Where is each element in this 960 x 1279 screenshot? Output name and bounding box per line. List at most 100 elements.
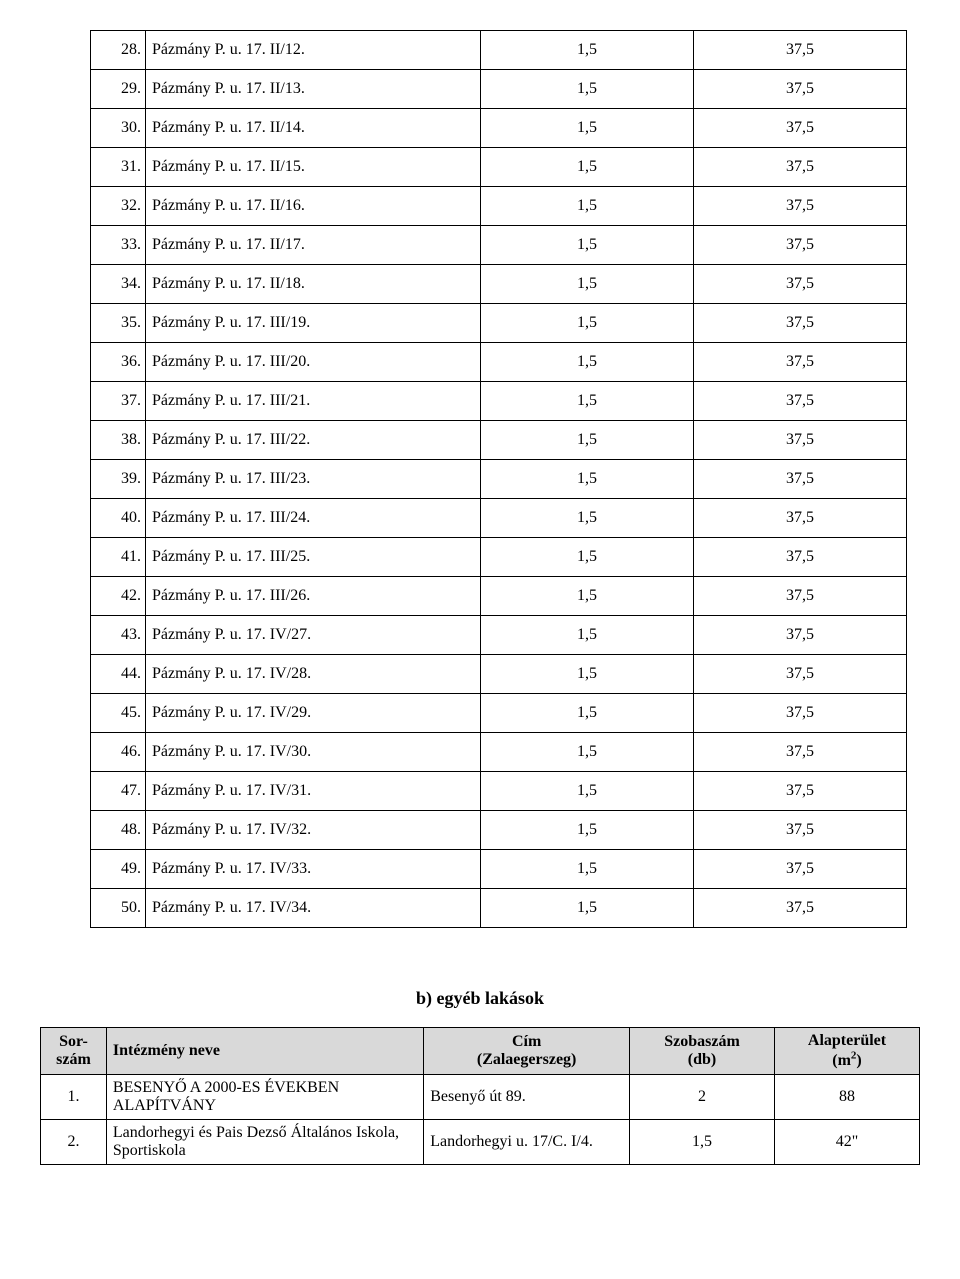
table-row: 43.Pázmány P. u. 17. IV/27.1,537,5 [91, 616, 907, 655]
table-row: 45.Pázmány P. u. 17. IV/29.1,537,5 [91, 694, 907, 733]
table-row: 46.Pázmány P. u. 17. IV/30.1,537,5 [91, 733, 907, 772]
row-value-2: 37,5 [694, 109, 907, 148]
header-szob-line2: (db) [688, 1051, 716, 1068]
row-value-2: 37,5 [694, 889, 907, 928]
table-row: 31.Pázmány P. u. 17. II/15.1,537,5 [91, 148, 907, 187]
row-value-2: 37,5 [694, 850, 907, 889]
table-row: 30.Pázmány P. u. 17. II/14.1,537,5 [91, 109, 907, 148]
row-value-1: 1,5 [481, 655, 694, 694]
row-alapterulet: 42" [774, 1120, 919, 1165]
row-number: 38. [91, 421, 146, 460]
row-value-2: 37,5 [694, 499, 907, 538]
row-cim: Landorhegyi u. 17/C. I/4. [424, 1120, 630, 1165]
row-value-2: 37,5 [694, 733, 907, 772]
row-sorszam: 2. [41, 1120, 107, 1165]
table-row: 44.Pázmány P. u. 17. IV/28.1,537,5 [91, 655, 907, 694]
row-value-2: 37,5 [694, 31, 907, 70]
table-row: 32.Pázmány P. u. 17. II/16.1,537,5 [91, 187, 907, 226]
row-number: 42. [91, 577, 146, 616]
row-address: Pázmány P. u. 17. IV/33. [146, 850, 481, 889]
row-number: 46. [91, 733, 146, 772]
institution-table: Sor- szám Intézmény neve Cím (Zalaegersz… [40, 1027, 920, 1165]
table-row: 37.Pázmány P. u. 17. III/21.1,537,5 [91, 382, 907, 421]
row-address: Pázmány P. u. 17. IV/34. [146, 889, 481, 928]
row-alapterulet: 88 [774, 1075, 919, 1120]
row-address: Pázmány P. u. 17. II/12. [146, 31, 481, 70]
row-address: Pázmány P. u. 17. II/16. [146, 187, 481, 226]
row-address: Pázmány P. u. 17. III/22. [146, 421, 481, 460]
table-row: 34.Pázmány P. u. 17. II/18.1,537,5 [91, 265, 907, 304]
header-cim: Cím (Zalaegerszeg) [424, 1028, 630, 1075]
row-address: Pázmány P. u. 17. III/25. [146, 538, 481, 577]
row-value-1: 1,5 [481, 694, 694, 733]
row-intezmeny: BESENYŐ A 2000-ES ÉVEKBEN ALAPÍTVÁNY [106, 1075, 423, 1120]
row-value-2: 37,5 [694, 460, 907, 499]
row-number: 47. [91, 772, 146, 811]
row-number: 30. [91, 109, 146, 148]
table-row: 2.Landorhegyi és Pais Dezső Általános Is… [41, 1120, 920, 1165]
row-value-2: 37,5 [694, 655, 907, 694]
row-value-1: 1,5 [481, 850, 694, 889]
row-value-1: 1,5 [481, 304, 694, 343]
row-value-2: 37,5 [694, 577, 907, 616]
row-number: 44. [91, 655, 146, 694]
row-szobaszam: 1,5 [630, 1120, 775, 1165]
row-address: Pázmány P. u. 17. IV/31. [146, 772, 481, 811]
row-value-1: 1,5 [481, 343, 694, 382]
row-value-1: 1,5 [481, 382, 694, 421]
row-value-1: 1,5 [481, 148, 694, 187]
header-cim-line1: Cím [512, 1033, 541, 1050]
row-number: 43. [91, 616, 146, 655]
row-value-2: 37,5 [694, 343, 907, 382]
row-value-1: 1,5 [481, 226, 694, 265]
table-row: 50.Pázmány P. u. 17. IV/34.1,537,5 [91, 889, 907, 928]
row-number: 41. [91, 538, 146, 577]
row-address: Pázmány P. u. 17. II/18. [146, 265, 481, 304]
row-value-2: 37,5 [694, 382, 907, 421]
row-value-1: 1,5 [481, 109, 694, 148]
row-sorszam: 1. [41, 1075, 107, 1120]
table-row: 47.Pázmány P. u. 17. IV/31.1,537,5 [91, 772, 907, 811]
row-address: Pázmány P. u. 17. III/21. [146, 382, 481, 421]
row-value-2: 37,5 [694, 616, 907, 655]
row-address: Pázmány P. u. 17. III/23. [146, 460, 481, 499]
table-row: 48.Pázmány P. u. 17. IV/32.1,537,5 [91, 811, 907, 850]
row-value-2: 37,5 [694, 226, 907, 265]
table-row: 33.Pázmány P. u. 17. II/17.1,537,5 [91, 226, 907, 265]
row-value-1: 1,5 [481, 31, 694, 70]
row-number: 34. [91, 265, 146, 304]
row-number: 29. [91, 70, 146, 109]
row-number: 31. [91, 148, 146, 187]
row-address: Pázmány P. u. 17. II/14. [146, 109, 481, 148]
row-address: Pázmány P. u. 17. IV/30. [146, 733, 481, 772]
address-table: 28.Pázmány P. u. 17. II/12.1,537,529.Páz… [90, 30, 907, 928]
header-intezmeny: Intézmény neve [106, 1028, 423, 1075]
row-value-2: 37,5 [694, 265, 907, 304]
row-address: Pázmány P. u. 17. III/24. [146, 499, 481, 538]
row-value-2: 37,5 [694, 421, 907, 460]
row-value-1: 1,5 [481, 70, 694, 109]
row-value-2: 37,5 [694, 772, 907, 811]
row-value-1: 1,5 [481, 421, 694, 460]
row-value-1: 1,5 [481, 577, 694, 616]
row-value-2: 37,5 [694, 187, 907, 226]
header-szob-line1: Szobaszám [664, 1033, 740, 1050]
row-value-1: 1,5 [481, 733, 694, 772]
row-address: Pázmány P. u. 17. II/15. [146, 148, 481, 187]
table-row: 28.Pázmány P. u. 17. II/12.1,537,5 [91, 31, 907, 70]
table-row: 38.Pázmány P. u. 17. III/22.1,537,5 [91, 421, 907, 460]
row-value-2: 37,5 [694, 148, 907, 187]
table-row: 1.BESENYŐ A 2000-ES ÉVEKBEN ALAPÍTVÁNYBe… [41, 1075, 920, 1120]
row-address: Pázmány P. u. 17. II/13. [146, 70, 481, 109]
row-number: 45. [91, 694, 146, 733]
row-value-1: 1,5 [481, 811, 694, 850]
row-number: 49. [91, 850, 146, 889]
row-value-1: 1,5 [481, 538, 694, 577]
row-number: 36. [91, 343, 146, 382]
row-number: 48. [91, 811, 146, 850]
row-number: 39. [91, 460, 146, 499]
row-number: 40. [91, 499, 146, 538]
row-address: Pázmány P. u. 17. IV/28. [146, 655, 481, 694]
table-row: 49.Pázmány P. u. 17. IV/33.1,537,5 [91, 850, 907, 889]
header-cim-line2: (Zalaegerszeg) [477, 1051, 577, 1068]
